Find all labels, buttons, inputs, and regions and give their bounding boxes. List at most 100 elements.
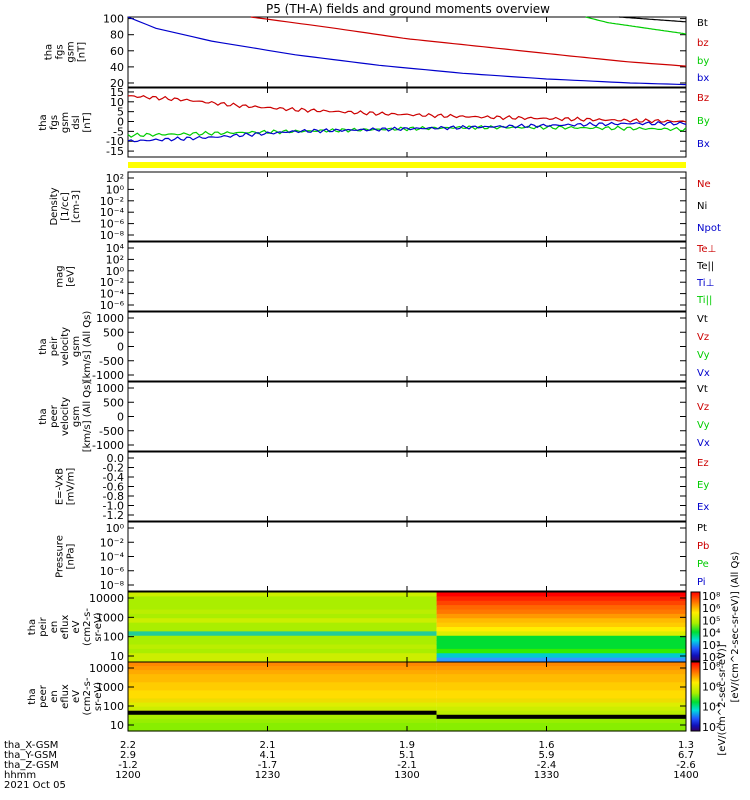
y-axis-label: gsm: [71, 406, 82, 427]
y-axis-label: peir: [38, 616, 49, 636]
series-line: [127, 16, 687, 86]
legend-entry: Pi: [697, 577, 706, 588]
series-line: [127, 95, 687, 124]
spectrogram-cell: [128, 648, 437, 654]
spectrogram-cell: [128, 644, 437, 650]
y-axis-label: [1/cc]: [60, 192, 71, 221]
y-axis-label: (cm2-s-: [82, 677, 93, 715]
legend-entry: Vt: [697, 314, 708, 325]
spectrogram-cell: [436, 622, 686, 628]
spectrogram-cell: [436, 702, 686, 708]
y-axis-label: peer: [38, 684, 49, 708]
orbit-value: 5.9: [539, 750, 555, 761]
legend-entry: Bx: [697, 139, 710, 150]
spectrogram-cell: [436, 710, 686, 716]
legend-entry: Ex: [697, 502, 709, 513]
y-axis-label: eV: [71, 620, 82, 633]
panel-frame: [127, 451, 687, 522]
legend-entry: Ti⊥: [696, 278, 714, 289]
colorbar: [690, 591, 701, 662]
y-axis-label: [nPa]: [66, 543, 77, 569]
y-tick-label: 10⁰: [106, 522, 125, 535]
spectrogram-cell: [128, 635, 437, 641]
colorbar-tick-label: 10³: [702, 639, 720, 652]
spectrogram-cell: [128, 682, 437, 687]
spectrogram-cell: [128, 622, 437, 628]
legend-entry: bz: [697, 38, 709, 49]
y-axis-label: en: [49, 690, 60, 703]
legend-entry: Pb: [697, 541, 709, 552]
spectrogram-cell: [128, 698, 437, 704]
spectrogram-cell: [436, 694, 686, 700]
y-axis-label: tha: [27, 688, 38, 704]
spectrogram-cell: [436, 640, 686, 646]
spectrogram-cell: [128, 702, 437, 708]
orbit-row-label: tha_Y-GSM: [4, 750, 57, 761]
y-tick-label: -0.4: [103, 471, 124, 484]
y-tick-label: -500: [99, 425, 124, 438]
y-tick-label: 20: [110, 77, 124, 90]
legend-entry: Vy: [697, 420, 710, 431]
colorbars: 10⁸10⁶10⁵10⁴10³10²10⁸10⁶10⁴10²[eV/(cm^2-…: [690, 551, 741, 756]
y-axis-label: peer: [49, 404, 60, 428]
colorbar-tick-label: 10⁶: [702, 680, 721, 693]
y-tick-label: 10²: [106, 253, 124, 266]
y-tick-label: -0.8: [103, 490, 124, 503]
legend-entry: Te⊥: [696, 244, 716, 255]
orbit-value: 1330: [534, 770, 559, 781]
spectrogram-cell: [436, 596, 686, 602]
y-tick-label: 10⁻⁴: [100, 206, 125, 219]
legend-entry: Ni: [697, 201, 707, 212]
spectrogram-cell: [436, 670, 686, 675]
y-tick-label: -500: [99, 355, 124, 368]
spectrogram-cell: [436, 674, 686, 679]
orbit-value: 5.1: [399, 750, 415, 761]
y-axis-label: eflux: [60, 684, 71, 709]
y-axis-label: dsl: [71, 115, 82, 129]
legend-entry: Vx: [697, 368, 710, 379]
spectrogram-cell: [128, 640, 437, 646]
y-tick-label: -1.2: [103, 509, 124, 522]
y-axis-label: Pressure: [55, 535, 66, 578]
y-tick-label: 0: [117, 411, 124, 424]
y-axis-label: peir: [49, 336, 60, 356]
y-tick-label: -15: [106, 145, 124, 158]
spectrogram-cell: [436, 678, 686, 683]
orbit-value: 1300: [394, 770, 419, 781]
panel-frame: [127, 171, 687, 242]
y-axis-label: gsm: [71, 336, 82, 357]
colorbar-tick-label: 10⁵: [702, 614, 720, 627]
y-axis-label: [eV]: [66, 266, 77, 287]
spectrogram-cell: [128, 670, 437, 675]
y-tick-label: 10: [110, 719, 124, 732]
panel-peer-en-eflux: 10000 1000 100 10 tha peer en eflux eV (cm2-s-sr-…: [27, 661, 687, 732]
y-tick-label: 500: [103, 396, 124, 409]
orbit-value: 2.9: [120, 750, 136, 761]
panel-frame: [127, 311, 687, 382]
colorbar: [690, 661, 701, 732]
legend-entry: Ti||: [696, 295, 712, 306]
y-tick-label: 10⁻⁶: [100, 565, 125, 578]
y-axis-label: tha: [38, 114, 49, 130]
y-tick-label: 1000: [96, 312, 124, 325]
spectrogram-cell: [436, 722, 686, 728]
y-axis-label: [nT]: [82, 112, 93, 132]
series-line: [127, 120, 687, 143]
orbit-row-label: tha_Z-GSM: [4, 760, 59, 771]
y-axis-label: eV: [71, 690, 82, 703]
y-axis-label: Density: [49, 187, 60, 225]
y-axis-label: gsm: [66, 41, 77, 62]
y-tick-label: 10000: [89, 592, 124, 605]
orbit-value: 2.2: [120, 740, 136, 751]
orbit-value: -2.1: [397, 760, 417, 771]
legend-entry: bx: [697, 73, 709, 84]
orbit-value: -1.2: [118, 760, 138, 771]
colorbar-label: [eV/(cm^2-sec-sr-eV)] (All Qs): [730, 551, 741, 702]
y-axis-label: tha: [38, 408, 49, 424]
spectrogram-cell: [436, 706, 686, 712]
spectrogram-cell: [436, 698, 686, 704]
y-tick-label: 100: [103, 13, 124, 26]
